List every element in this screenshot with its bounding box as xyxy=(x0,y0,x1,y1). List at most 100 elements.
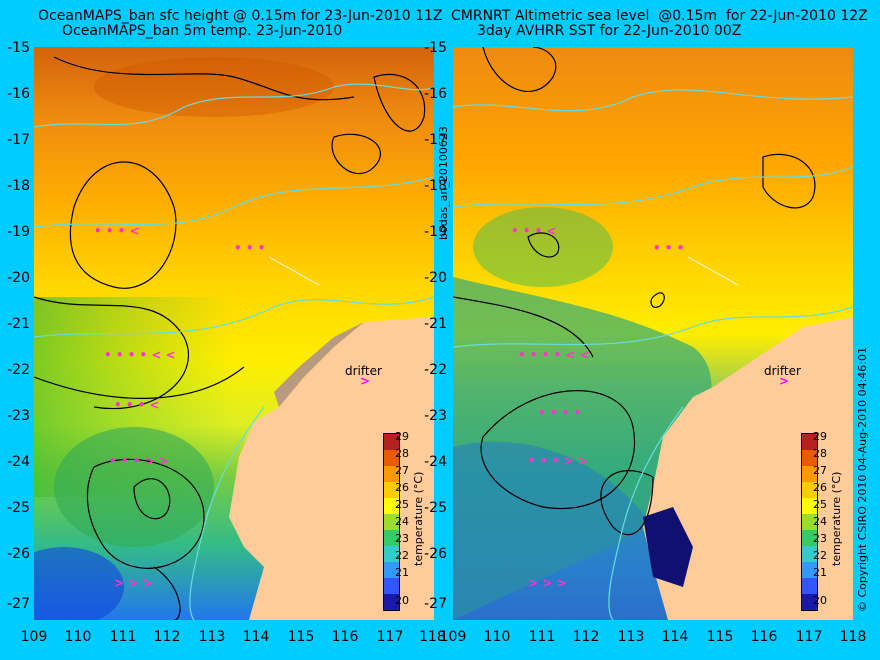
drifter-arrow-right: > xyxy=(779,374,790,388)
colorbar-tick: 23 xyxy=(813,532,827,545)
x-tick-label: 113 xyxy=(617,629,645,645)
svg-text:> > >: > > > xyxy=(114,576,153,590)
right-map-panel: • • • < • • • • < < • • • • • • • > > > … xyxy=(453,47,853,620)
y-tick-label: -20 xyxy=(7,270,30,286)
colorbar-tick: 24 xyxy=(395,515,409,528)
drifter-label-left: drifter xyxy=(345,364,382,378)
colorbar-tick: 24 xyxy=(813,515,827,528)
svg-text:• • • • < <: • • • • < < xyxy=(518,348,590,362)
y-tick-label: -19 xyxy=(7,224,30,240)
y-tick-label: -17 xyxy=(7,132,30,148)
colorbar-swatch xyxy=(802,514,817,530)
colorbar-swatch xyxy=(384,466,399,482)
left-title-line2: OceanMAPS_ban 5m temp. 23-Jun-2010 xyxy=(62,23,343,39)
colorbar-tick: 28 xyxy=(395,447,409,460)
y-tick-label: -17 xyxy=(424,132,447,148)
x-tick-label: 114 xyxy=(661,629,689,645)
left-map-panel: • • • < • • • • < < • • • < • • • > > > … xyxy=(34,47,434,620)
colorbar-tick: 22 xyxy=(813,549,827,562)
right-title-line2: 3day AVHRR SST for 22-Jun-2010 00Z xyxy=(477,23,742,39)
y-tick-label: -21 xyxy=(7,316,30,332)
y-tick-label: -26 xyxy=(424,546,447,562)
svg-text:• • • > >: • • • > > xyxy=(528,454,588,468)
colorbar-tick: 23 xyxy=(395,532,409,545)
colorbar-swatch xyxy=(384,594,399,610)
colorbar-swatch xyxy=(384,530,399,546)
colorbar-tick: 25 xyxy=(395,498,409,511)
svg-text:• • •: • • • xyxy=(653,241,684,255)
colorbar-tick: 27 xyxy=(813,464,827,477)
colorbar-swatch xyxy=(802,434,817,450)
x-tick-label: 115 xyxy=(706,629,734,645)
colorbar-tick: 20 xyxy=(395,594,409,607)
svg-text:• • • •: • • • • xyxy=(538,406,581,420)
colorbar-swatch xyxy=(802,466,817,482)
colorbar-right-title: temperature (°C) xyxy=(830,471,843,566)
x-tick-label: 111 xyxy=(528,629,556,645)
y-tick-label: -16 xyxy=(424,86,447,102)
colorbar-swatch xyxy=(384,562,399,578)
colorbar-swatch xyxy=(384,434,399,450)
colorbar-swatch xyxy=(802,530,817,546)
colorbar-tick: 27 xyxy=(395,464,409,477)
y-tick-label: -15 xyxy=(424,40,447,56)
x-tick-label: 112 xyxy=(572,629,600,645)
colorbar-tick: 29 xyxy=(395,430,409,443)
colorbar-swatch xyxy=(384,578,399,594)
colorbar-swatch xyxy=(802,546,817,562)
y-tick-label: -21 xyxy=(424,316,447,332)
y-tick-label: -18 xyxy=(7,178,30,194)
colorbar-swatch xyxy=(384,498,399,514)
x-tick-label: 113 xyxy=(198,629,226,645)
left-title-line1: OceanMAPS_ban sfc height @ 0.15m for 23-… xyxy=(38,8,443,24)
y-tick-label: -24 xyxy=(7,454,30,470)
y-tick-label: -22 xyxy=(424,362,447,378)
colorbar-left-title: temperature (°C) xyxy=(412,471,425,566)
svg-text:> > >: > > > xyxy=(528,576,567,590)
y-tick-label: -26 xyxy=(7,546,30,562)
x-tick-label: 116 xyxy=(750,629,778,645)
colorbar-swatch xyxy=(802,482,817,498)
x-tick-label: 111 xyxy=(109,629,137,645)
svg-text:• • • <: • • • < xyxy=(94,224,140,238)
x-tick-label: 110 xyxy=(64,629,92,645)
drifter-label-right: drifter xyxy=(764,364,801,378)
y-tick-label: -23 xyxy=(7,408,30,424)
colorbar-tick: 26 xyxy=(395,481,409,494)
colorbar-swatch xyxy=(802,498,817,514)
colorbar-tick: 20 xyxy=(813,594,827,607)
svg-text:• • • > >: • • • > > xyxy=(109,454,169,468)
y-tick-label: -27 xyxy=(424,596,447,612)
x-tick-label: 109 xyxy=(439,629,467,645)
drifter-arrow-left: > xyxy=(360,374,371,388)
y-tick-label: -27 xyxy=(7,596,30,612)
colorbar-tick: 28 xyxy=(813,447,827,460)
y-tick-label: -24 xyxy=(424,454,447,470)
x-tick-label: 116 xyxy=(331,629,359,645)
colorbar-right xyxy=(801,433,818,611)
y-tick-label: -16 xyxy=(7,86,30,102)
y-tick-label: -20 xyxy=(424,270,447,286)
colorbar-tick: 21 xyxy=(813,566,827,579)
x-tick-label: 118 xyxy=(419,629,446,645)
colorbar-swatch xyxy=(384,514,399,530)
y-tick-label: -18 xyxy=(424,178,447,194)
colorbar-swatch xyxy=(802,562,817,578)
colorbar-swatch xyxy=(384,482,399,498)
x-tick-label: 112 xyxy=(153,629,181,645)
colorbar-tick: 29 xyxy=(813,430,827,443)
colorbar-swatch xyxy=(384,546,399,562)
x-tick-label: 118 xyxy=(839,629,867,645)
analysis-id-label: bodas_an_20100623 xyxy=(437,126,450,240)
colorbar-tick: 21 xyxy=(395,566,409,579)
x-tick-label: 114 xyxy=(242,629,270,645)
colorbar-swatch xyxy=(384,450,399,466)
y-tick-label: -15 xyxy=(7,40,30,56)
y-tick-label: -19 xyxy=(424,224,447,240)
copyright-label: © Copyright CSIRO 2010 04-Aug-2010 04:46… xyxy=(856,346,869,612)
colorbar-tick: 25 xyxy=(813,498,827,511)
svg-text:• • • • < <: • • • • < < xyxy=(104,348,176,362)
svg-text:• • • <: • • • < xyxy=(114,398,160,412)
svg-text:• • • <: • • • < xyxy=(511,224,557,238)
colorbar-tick: 26 xyxy=(813,481,827,494)
